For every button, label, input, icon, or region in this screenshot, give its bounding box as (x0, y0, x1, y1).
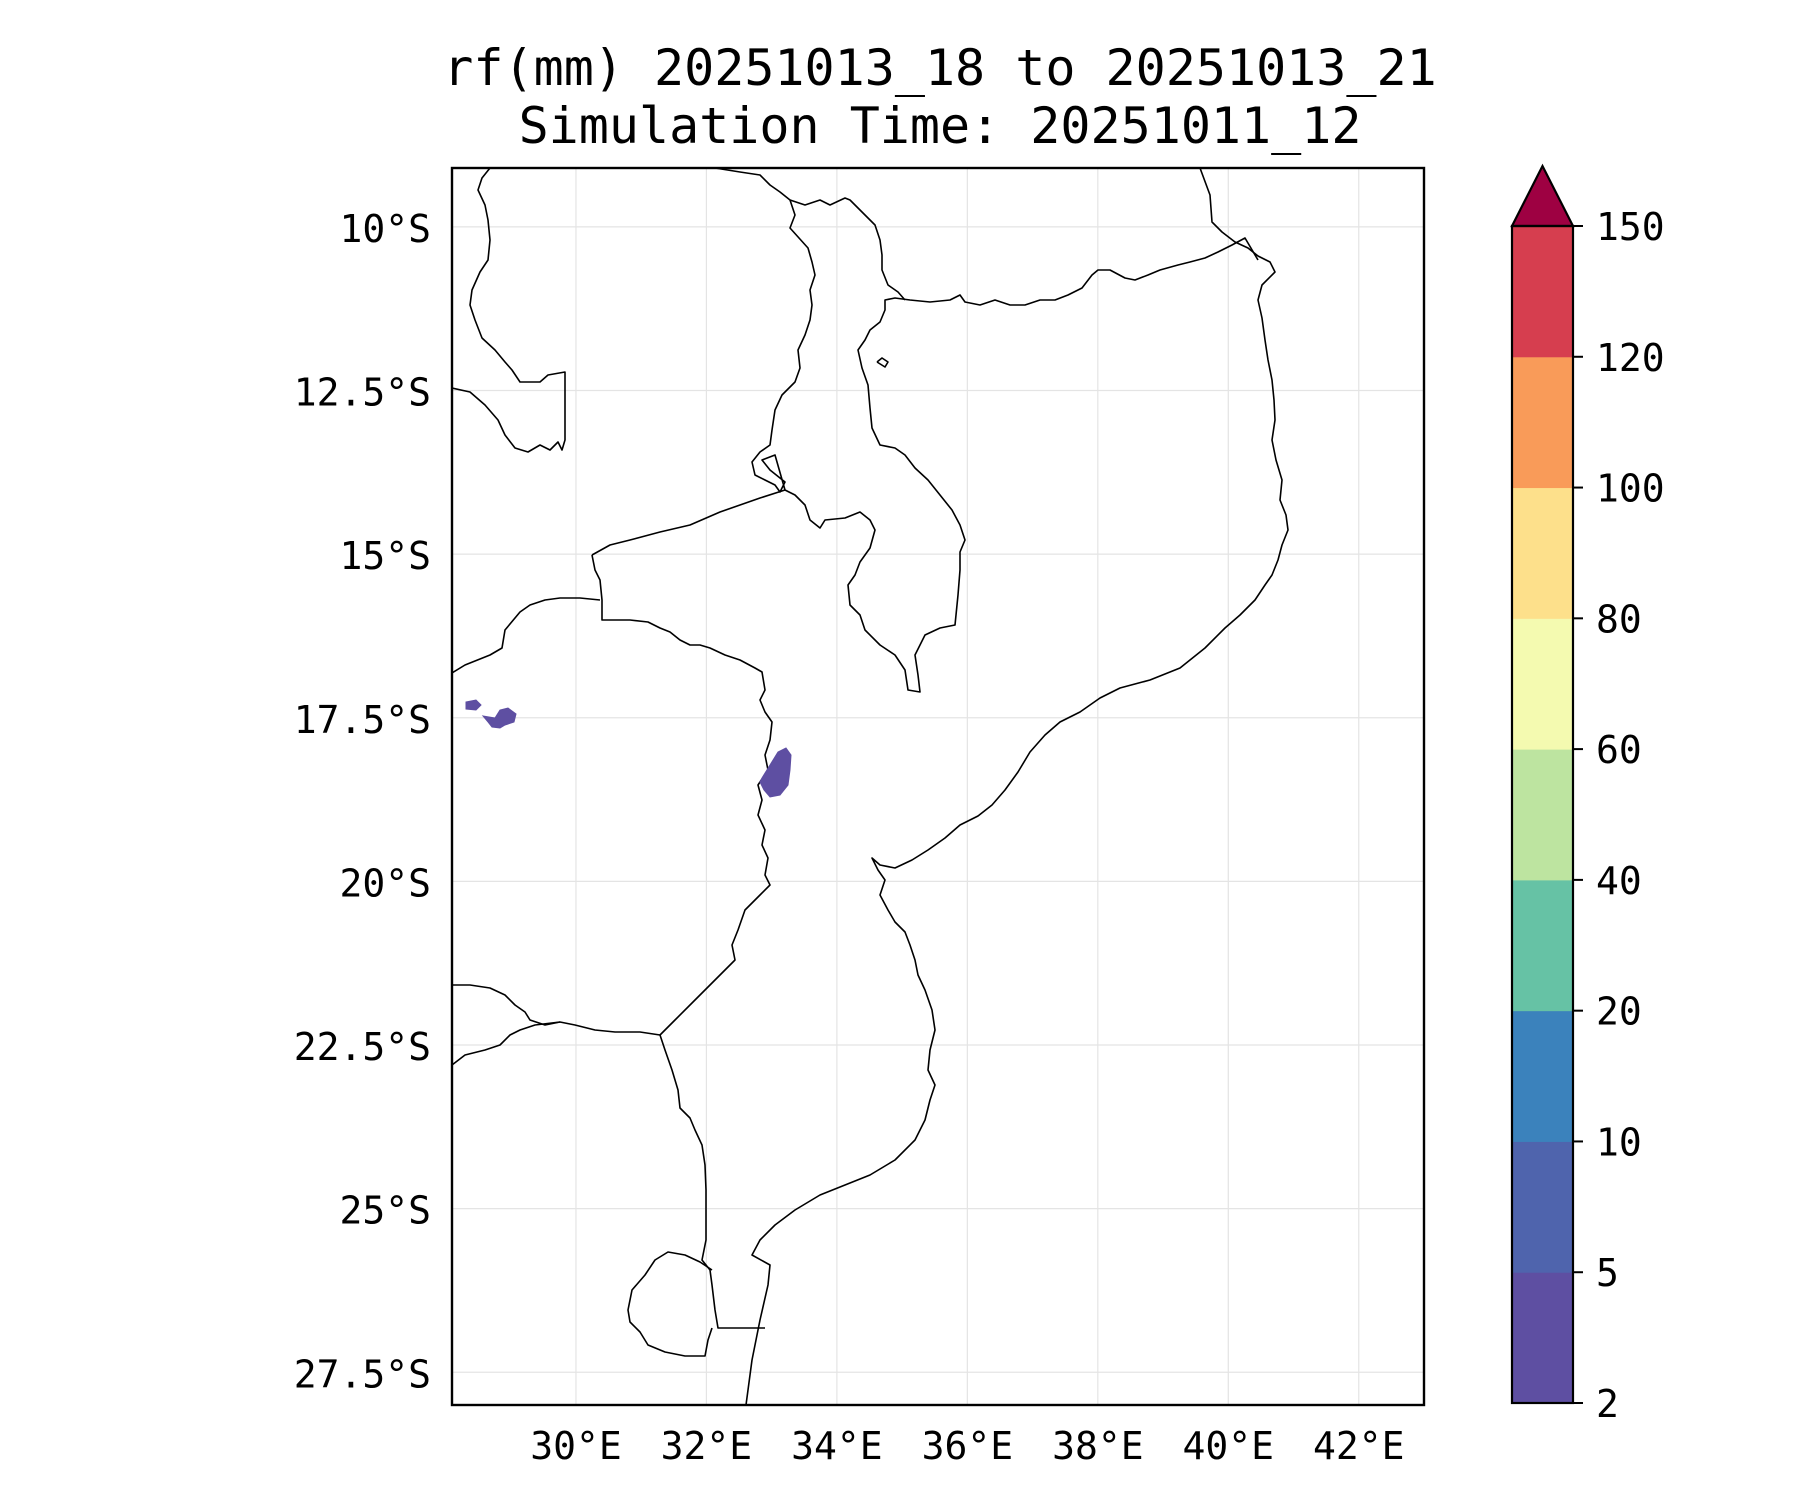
lon-tick-label: 36°E (922, 1424, 1014, 1468)
colorbar-label: 40 (1596, 859, 1642, 903)
country-borders (452, 168, 1289, 1405)
colorbar-label: 2 (1596, 1382, 1619, 1426)
lake-malawi-shore (876, 357, 889, 368)
colorbar-segment (1512, 618, 1573, 750)
colorbar-label: 20 (1596, 990, 1642, 1034)
chart-title: rf(mm) 20251013_18 to 20251013_21 (443, 39, 1437, 97)
border-mozambique-south-africa (659, 1034, 765, 1329)
lat-tick-label: 22.5°S (294, 1025, 431, 1069)
border-zambia-tanzania (714, 168, 816, 493)
colorbar-label: 80 (1596, 597, 1642, 641)
lat-tick-label: 12.5°S (294, 371, 431, 415)
border-zambia-drc (452, 168, 566, 453)
colorbar-label: 60 (1596, 728, 1642, 772)
colorbar-segment (1512, 749, 1573, 881)
latitude-axis: 10°S 12.5°S 15°S 17.5°S 20°S 22.5°S 25°S 27.5°S (294, 207, 431, 1396)
colorbar: 2 5 10 20 40 60 80 100 120 150 (1510, 163, 1665, 1426)
colorbar-segment (1512, 487, 1573, 619)
border-zimbabwe-mozambique (591, 554, 773, 1036)
lat-tick-label: 17.5°S (294, 698, 431, 742)
longitude-axis: 30°E 32°E 34°E 36°E 38°E 40°E 42°E (530, 1424, 1404, 1468)
colorbar-segment (1512, 879, 1573, 1012)
border-botswana-south-africa (452, 984, 661, 1036)
colorbar-segment (1512, 226, 1573, 358)
colorbar-segment (1512, 1272, 1573, 1404)
lat-tick-label: 25°S (339, 1189, 431, 1233)
border-zambia-zimbabwe (452, 597, 601, 674)
lon-tick-label: 38°E (1052, 1424, 1144, 1468)
colorbar-label: 120 (1596, 336, 1665, 380)
colorbar-label: 10 (1596, 1120, 1642, 1164)
colorbar-segment (1512, 1141, 1573, 1273)
map-background (452, 168, 1424, 1405)
lat-tick-label: 20°S (339, 861, 431, 905)
rain-patch-west-small (465, 699, 482, 711)
lat-tick-label: 15°S (339, 534, 431, 578)
lat-tick-label: 10°S (339, 207, 431, 251)
lon-tick-label: 42°E (1313, 1424, 1405, 1468)
gridlines (452, 168, 1424, 1405)
border-eswatini (627, 1251, 713, 1357)
colorbar-segment (1512, 356, 1573, 489)
border-malawi-east (789, 197, 906, 301)
colorbar-label: 100 (1596, 467, 1665, 511)
colorbar-segment (1512, 1010, 1573, 1142)
rain-patch-west-cluster (481, 707, 517, 729)
border-malawi-west (784, 237, 1259, 693)
colorbar-label: 150 (1596, 205, 1665, 249)
lon-tick-label: 34°E (791, 1424, 883, 1468)
colorbar-frame (1510, 224, 1575, 1405)
colorbar-label: 5 (1596, 1251, 1619, 1295)
lon-tick-label: 30°E (530, 1424, 622, 1468)
map-frame (450, 166, 1426, 1407)
border-zambia-mozambique (591, 489, 786, 556)
lat-tick-label: 27.5°S (294, 1352, 431, 1396)
colorbar-extend-arrow (1510, 163, 1575, 228)
lon-tick-label: 32°E (661, 1424, 753, 1468)
rain-patch-manica (759, 747, 792, 798)
chart-subtitle: Simulation Time: 20251011_12 (518, 97, 1362, 155)
coastline (745, 168, 1289, 1405)
rainfall-layer (465, 699, 792, 798)
lon-tick-label: 40°E (1183, 1424, 1275, 1468)
border-zimbabwe-south-africa-lower (452, 1021, 561, 1066)
